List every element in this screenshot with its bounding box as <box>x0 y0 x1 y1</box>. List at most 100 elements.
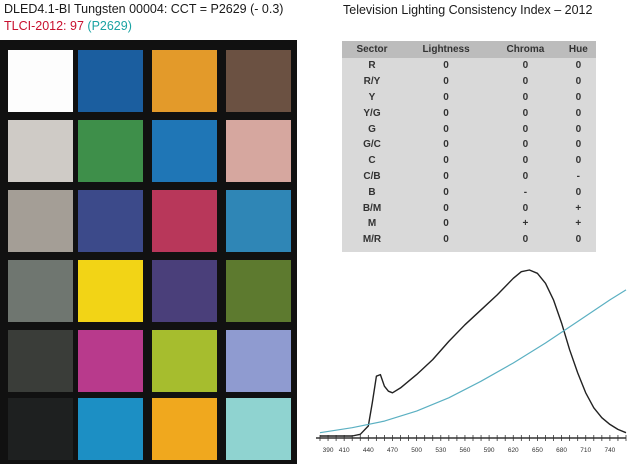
tlci-sector-table-panel: Sector Lightness Chroma Hue R 0 0 0 R/Y 0 0 0 Y 0 0 0 Y… <box>342 41 596 252</box>
table-cell: 0 <box>443 170 449 182</box>
table-cell: 0 <box>575 60 582 72</box>
x-tick-label: 390 <box>323 447 334 454</box>
tlci-sector-table: Sector Lightness Chroma Hue R 0 0 0 R/Y 0 0 0 Y 0 0 0 Y… <box>342 41 596 248</box>
table-cell: 0 <box>575 234 582 246</box>
color-patch <box>8 398 73 460</box>
color-patch <box>8 50 73 112</box>
table-cell: 0 <box>443 107 449 119</box>
table-cell: B/M <box>362 202 382 214</box>
x-tick-label: 620 <box>508 447 519 454</box>
table-cell: M <box>367 218 377 230</box>
table-cell: - <box>576 170 581 182</box>
color-patch <box>152 190 217 252</box>
table-cell: 0 <box>443 139 449 151</box>
table-cell: 0 <box>575 76 582 88</box>
table-row: M 0 + + <box>342 216 596 232</box>
table-cell: 0 <box>522 91 529 103</box>
table-cell: G <box>368 123 376 135</box>
table-cell: 0 <box>443 234 449 246</box>
table-cell: 0 <box>443 76 449 88</box>
color-patch <box>226 50 291 112</box>
table-cell: C <box>368 155 376 167</box>
table-cell: 0 <box>522 234 529 246</box>
table-cell: 0 <box>443 202 449 214</box>
color-patch <box>78 330 143 392</box>
color-patch <box>226 398 291 460</box>
color-patch <box>78 260 143 322</box>
color-patch <box>152 260 217 322</box>
table-cell: 0 <box>443 91 449 103</box>
x-tick-label: 440 <box>363 447 374 454</box>
table-row: C/B 0 0 - <box>342 169 596 185</box>
color-checker-chart <box>0 40 297 464</box>
tlci-index-title: Television Lighting Consistency Index – … <box>343 3 593 17</box>
table-cell: 0 <box>575 107 582 119</box>
table-cell: 0 <box>575 186 582 198</box>
measurement-title: DLED4.1-BI Tungsten 00004: CCT = P2629 (… <box>4 2 284 16</box>
color-patch <box>226 120 291 182</box>
x-tick-label: 410 <box>339 447 350 454</box>
color-patch <box>78 190 143 252</box>
color-patch <box>8 330 73 392</box>
table-cell: 0 <box>443 218 449 230</box>
table-row: M/R 0 0 0 <box>342 232 596 248</box>
spectrum-curve <box>320 269 627 437</box>
table-cell: R/Y <box>363 76 381 88</box>
table-cell: 0 <box>522 123 529 135</box>
color-patch <box>78 398 143 460</box>
tlci-reference: (P2629) <box>87 19 132 33</box>
x-tick-label: 530 <box>435 447 446 454</box>
table-row: G 0 0 0 <box>342 121 596 137</box>
table-row: Y 0 0 0 <box>342 90 596 106</box>
table-row: R/Y 0 0 0 <box>342 74 596 90</box>
x-tick-label: 500 <box>411 447 422 454</box>
x-tick-label: 680 <box>556 447 567 454</box>
color-patch <box>78 50 143 112</box>
table-cell: 0 <box>522 155 529 167</box>
color-patch <box>152 330 217 392</box>
table-cell: 0 <box>443 123 449 135</box>
table-cell: C/B <box>363 170 381 182</box>
table-cell: 0 <box>522 60 529 72</box>
tlci-score-line: TLCI-2012: 97 (P2629) <box>4 19 132 33</box>
spectral-power-chart: 390 410 440 470 500 530 560 590 620 650 680 710 740 <box>316 269 627 454</box>
table-cell: 0 <box>575 155 582 167</box>
table-cell: 0 <box>522 139 529 151</box>
table-header-cell: Lightness <box>402 41 491 58</box>
table-row: C 0 0 0 <box>342 153 596 169</box>
color-patch <box>226 190 291 252</box>
table-cell: 0 <box>522 170 529 182</box>
x-tick-label: 560 <box>460 447 471 454</box>
table-row: B 0 - 0 <box>342 184 596 200</box>
table-cell: 0 <box>575 139 582 151</box>
color-patch <box>226 260 291 322</box>
color-patch <box>152 120 217 182</box>
x-tick-label: 650 <box>532 447 543 454</box>
table-cell: 0 <box>443 60 449 72</box>
table-header-cell: Chroma <box>490 41 561 58</box>
table-cell: 0 <box>443 155 449 167</box>
table-cell: + <box>575 218 582 230</box>
x-tick-label: 470 <box>387 447 398 454</box>
color-patch <box>78 120 143 182</box>
color-patch <box>8 190 73 252</box>
x-tick-label: 740 <box>604 447 615 454</box>
tlci-score: TLCI-2012: 97 <box>4 19 84 33</box>
table-cell: 0 <box>522 107 529 119</box>
table-row: R 0 0 0 <box>342 58 596 74</box>
table-cell: + <box>522 218 529 230</box>
color-patch <box>8 260 73 322</box>
table-row: Y/G 0 0 0 <box>342 105 596 121</box>
table-cell: B <box>368 186 376 198</box>
table-cell: 0 <box>443 186 449 198</box>
table-cell: Y <box>368 91 376 103</box>
table-header-row: Sector Lightness Chroma Hue <box>342 41 596 58</box>
reference-curve <box>319 289 627 434</box>
table-cell: + <box>575 202 582 214</box>
table-cell: G/C <box>363 139 381 151</box>
table-cell: Y/G <box>363 107 381 119</box>
table-cell: - <box>523 186 528 198</box>
table-header-cell: Hue <box>560 41 596 58</box>
table-cell: R <box>368 60 376 72</box>
color-patch <box>226 330 291 392</box>
